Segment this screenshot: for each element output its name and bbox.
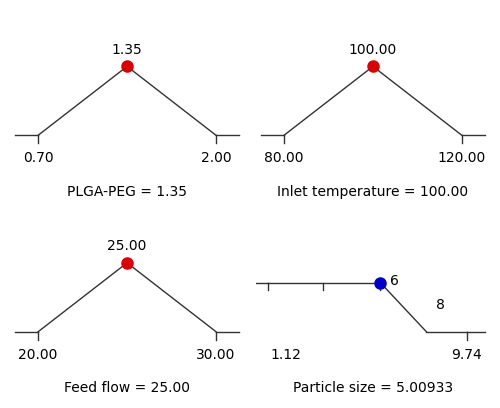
Text: 25.00: 25.00 xyxy=(108,239,147,253)
Text: 2.00: 2.00 xyxy=(200,151,232,165)
Text: 30.00: 30.00 xyxy=(196,348,235,361)
Text: PLGA-PEG = 1.35: PLGA-PEG = 1.35 xyxy=(67,184,187,199)
Text: Feed flow = 25.00: Feed flow = 25.00 xyxy=(64,381,190,395)
Text: 1.35: 1.35 xyxy=(112,42,142,57)
Text: Inlet temperature = 100.00: Inlet temperature = 100.00 xyxy=(278,184,468,199)
Text: 20.00: 20.00 xyxy=(18,348,58,361)
Text: 0.70: 0.70 xyxy=(23,151,54,165)
Text: 8: 8 xyxy=(436,298,444,312)
Text: 120.00: 120.00 xyxy=(438,151,486,165)
Text: Particle size = 5.00933: Particle size = 5.00933 xyxy=(293,381,453,395)
Text: 1.12: 1.12 xyxy=(271,348,302,361)
Text: 100.00: 100.00 xyxy=(349,42,397,57)
Text: 9.74: 9.74 xyxy=(451,348,482,361)
Text: 80.00: 80.00 xyxy=(264,151,304,165)
Text: 6: 6 xyxy=(390,273,398,288)
